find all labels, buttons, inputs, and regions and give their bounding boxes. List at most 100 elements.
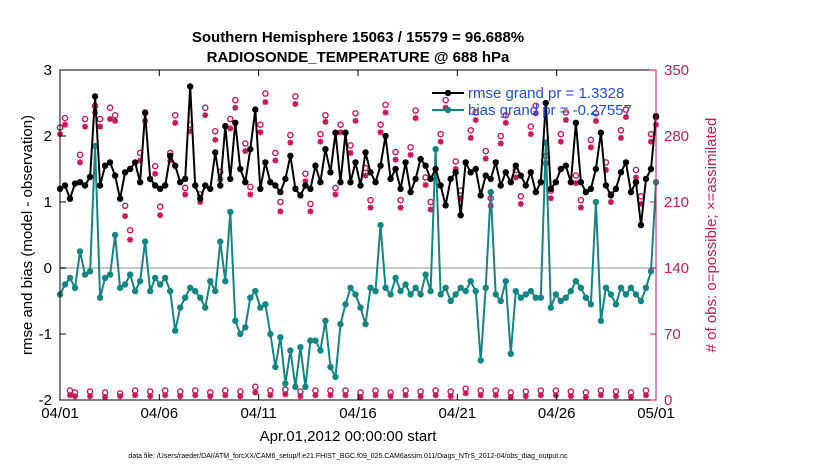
rmse-point (562, 162, 570, 169)
rmse-point (61, 182, 69, 189)
bias-point (232, 317, 239, 324)
assimilated-obs-point (532, 110, 539, 117)
assimilated-obs-point (107, 116, 114, 123)
bias-point (217, 238, 224, 245)
bias-point (242, 324, 249, 331)
assimilated-obs-point (337, 129, 344, 136)
assimilated-obs-point (297, 393, 304, 400)
assimilated-obs-point (522, 393, 529, 400)
assimilated-obs-point (77, 159, 84, 166)
bias-point (166, 287, 174, 295)
assimilated-obs-point (282, 391, 289, 398)
possible-obs-point (592, 110, 600, 117)
assimilated-obs-point (102, 394, 109, 401)
assimilated-obs-point (587, 144, 594, 151)
assimilated-obs-point (612, 393, 619, 400)
assimilated-obs-point (82, 123, 89, 130)
rmse-point (342, 129, 349, 136)
rmse-point (187, 83, 194, 90)
bias-point (602, 284, 610, 291)
possible-obs-point (262, 90, 269, 97)
bias-point (472, 287, 479, 295)
rmse-point (487, 175, 494, 183)
assimilated-obs-point (257, 129, 264, 136)
rmse-point (207, 185, 214, 192)
rmse-point (71, 180, 79, 187)
assimilated-obs-point (72, 393, 79, 400)
chart-subtitle: RADIOSONDE_TEMPERATURE @ 688 hPa (207, 49, 510, 66)
assimilated-obs-point (192, 392, 199, 399)
assimilated-obs-point (247, 191, 254, 198)
possible-obs-point (352, 110, 359, 117)
rmse-point (332, 129, 339, 136)
bias-point (136, 278, 144, 285)
bias-point (417, 291, 424, 298)
assimilated-obs-point (622, 114, 629, 121)
possible-obs-point (81, 115, 89, 123)
possible-obs-point (502, 111, 510, 119)
possible-obs-point (622, 106, 630, 113)
possible-obs-point (517, 193, 525, 200)
assimilated-obs-point (577, 204, 584, 211)
bias-point (192, 287, 199, 295)
assimilated-obs-point (202, 112, 209, 119)
assimilated-obs-point (567, 393, 574, 400)
rmse-point (337, 179, 344, 186)
bias-point (562, 294, 570, 301)
possible-obs-point (96, 115, 104, 123)
rmse-point (512, 162, 519, 169)
rmse-point (457, 212, 464, 219)
assimilated-obs-point (447, 393, 454, 400)
assimilated-obs-point (552, 392, 559, 399)
bias-point (257, 304, 264, 311)
assimilated-obs-point (452, 166, 459, 172)
possible-obs-point (156, 203, 164, 211)
rmse-point (287, 152, 294, 159)
assimilated-obs-point (402, 392, 409, 399)
rmse-point (507, 179, 514, 186)
possible-obs-point (242, 140, 249, 147)
x-tick-label: 04/01 (41, 405, 79, 422)
assimilated-obs-point (272, 157, 279, 164)
rmse-point (317, 179, 324, 186)
assimilated-obs-point (127, 236, 134, 243)
possible-obs-point (577, 196, 585, 204)
bias-point (282, 380, 289, 387)
rmse-point (222, 122, 229, 130)
assimilated-obs-point (517, 200, 524, 207)
assimilated-obs-point (312, 392, 319, 399)
possible-obs-point (467, 127, 474, 134)
bias-point (81, 271, 89, 278)
possible-obs-point (452, 158, 459, 165)
bias-point (532, 294, 539, 301)
possible-obs-point (617, 127, 625, 134)
rmse-point (252, 106, 259, 113)
possible-obs-point (106, 104, 114, 112)
assimilated-obs-point (417, 393, 424, 400)
rmse-point (502, 169, 509, 176)
rmse-point (357, 182, 364, 189)
assimilated-obs-point (412, 115, 419, 122)
bias-point (222, 278, 229, 285)
rmse-point (647, 165, 655, 173)
possible-obs-point (367, 196, 374, 204)
rmse-point (242, 179, 249, 186)
assimilated-obs-point (262, 99, 269, 106)
rmse-point (161, 182, 169, 189)
bias-point (582, 294, 590, 301)
bias-point (121, 281, 129, 288)
bias-point (146, 287, 154, 295)
rmse-point (277, 188, 284, 196)
y-axis-label-left: rmse and bias (model - observation) (19, 115, 36, 355)
legend-entry: bias grand pr = -0.27557 (468, 102, 632, 119)
rmse-point (422, 162, 429, 169)
possible-obs-point (527, 123, 535, 130)
bias-point (322, 317, 329, 324)
rmse-point (247, 146, 254, 153)
bias-point (577, 284, 585, 291)
rmse-point (417, 155, 424, 163)
bias-point (427, 287, 434, 295)
y-tick-label-left: -1 (39, 326, 52, 343)
bias-point (227, 208, 234, 216)
possible-obs-point (472, 109, 479, 116)
